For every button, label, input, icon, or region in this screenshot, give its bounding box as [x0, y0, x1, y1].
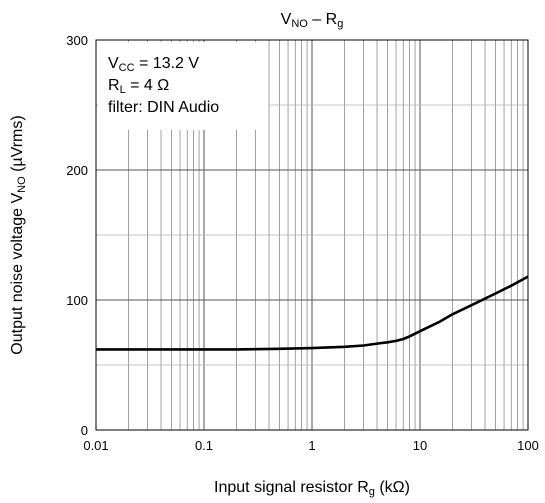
series-line — [96, 275, 529, 351]
x-tick-labels: 0.01 0.1 1 10 100 — [83, 438, 539, 453]
annotation-vcc: VCC = 13.2 V — [108, 55, 199, 74]
y-tick-label: 100 — [66, 293, 88, 308]
plot-area-frame — [95, 39, 529, 431]
annotation-filter: filter: DIN Audio — [108, 99, 219, 116]
annotation-rl: RL = 4 Ω — [108, 77, 169, 96]
x-tick-label: 100 — [517, 438, 539, 453]
y-tick-labels: 0 100 200 300 — [66, 33, 88, 438]
y-axis-label: Output noise voltage VNO (µVrms) — [9, 115, 28, 354]
y-tick-label: 200 — [66, 163, 88, 178]
y-tick-label: 0 — [81, 423, 88, 438]
x-tick-label: 0.1 — [195, 438, 213, 453]
x-tick-label: 0.01 — [83, 438, 108, 453]
series-layer — [96, 275, 529, 351]
annotation-box — [98, 42, 268, 130]
x-tick-label: 1 — [308, 438, 315, 453]
x-axis-label: Input signal resistor Rg (kΩ) — [214, 479, 410, 498]
y-tick-label: 300 — [66, 33, 88, 48]
chart-title: VNO – Rg — [281, 11, 344, 30]
x-tick-label: 10 — [413, 438, 427, 453]
